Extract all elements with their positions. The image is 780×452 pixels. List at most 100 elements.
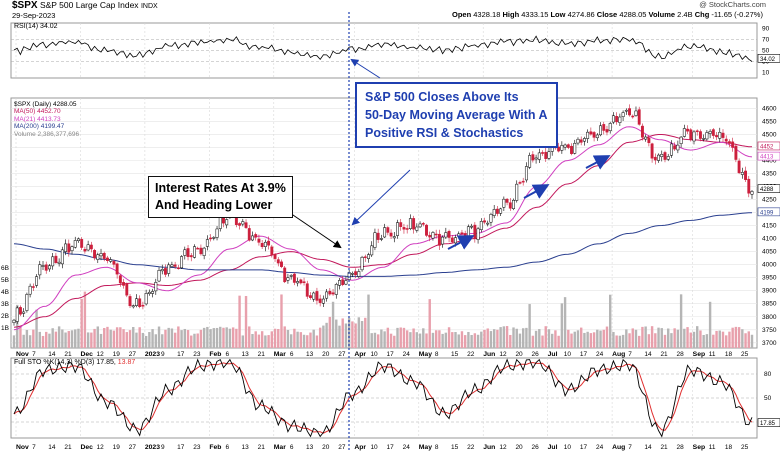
- volume-bar: [505, 326, 509, 348]
- volume-bar: [576, 330, 580, 348]
- candle-body: [180, 256, 184, 269]
- candle-body: [437, 233, 441, 246]
- volume-bar: [570, 333, 573, 348]
- candle-body: [96, 254, 100, 260]
- volume-bar: [486, 328, 489, 348]
- volume-bar: [612, 331, 615, 348]
- volume-bar: [80, 298, 83, 348]
- date-label: Nov: [16, 444, 29, 451]
- candle-body: [292, 273, 296, 283]
- volume-bar: [618, 335, 622, 348]
- date-label: Nov: [16, 351, 29, 358]
- chart-date: 29-Sep-2023: [12, 11, 56, 20]
- candle-body: [653, 156, 657, 161]
- interest-rates-line2: And Heading Lower: [155, 198, 273, 212]
- volume-bar: [318, 327, 322, 348]
- volume-bar: [699, 330, 702, 348]
- candle-body: [267, 240, 271, 246]
- candle-body: [624, 109, 628, 112]
- candle-body: [77, 238, 80, 242]
- volume-bar: [209, 329, 212, 348]
- volume-bar: [354, 323, 357, 348]
- volume-bar: [373, 332, 377, 348]
- candle-body: [650, 143, 654, 159]
- volume-tick-label: 2B: [1, 313, 9, 320]
- candle-body: [463, 233, 467, 239]
- date-label: 14: [48, 444, 56, 451]
- date-label: 24: [403, 444, 411, 451]
- volume-bar: [70, 330, 74, 348]
- price-tick-label: 4550: [762, 118, 777, 125]
- volume-bar: [409, 332, 412, 348]
- candle-body: [370, 245, 374, 256]
- date-label: 13: [306, 351, 314, 358]
- price-tick-label: 4000: [762, 262, 777, 269]
- volume-bar: [28, 335, 32, 348]
- volume-bar: [183, 328, 187, 348]
- volume-bar: [721, 331, 725, 348]
- date-label: 17: [177, 351, 185, 358]
- volume-bar: [657, 327, 660, 348]
- volume-bar: [708, 301, 712, 348]
- volume-bar: [151, 329, 154, 348]
- candle-body: [125, 283, 129, 296]
- date-label: 17: [387, 351, 395, 358]
- volume-bar: [563, 297, 567, 348]
- date-label: 12: [97, 444, 105, 451]
- candle-body: [128, 296, 132, 307]
- date-label: 17: [580, 444, 588, 451]
- candle-body: [566, 144, 570, 148]
- candle-body: [541, 152, 544, 154]
- volume-bar: [167, 327, 170, 348]
- date-label: 18: [725, 444, 733, 451]
- volume-bar: [425, 333, 428, 348]
- volume-bar: [277, 328, 280, 348]
- candle-body: [508, 202, 512, 209]
- date-label: Sep: [693, 444, 705, 451]
- volume-bar: [428, 299, 431, 348]
- sto-value-label: 17.85: [760, 421, 776, 427]
- value-tag-label: 4413: [760, 155, 774, 161]
- candle-body: [344, 280, 348, 285]
- candle-body: [425, 224, 428, 236]
- date-label: 23: [193, 351, 201, 358]
- date-label: Jun: [483, 351, 495, 358]
- candle-body: [505, 198, 509, 203]
- date-label: 27: [129, 444, 137, 451]
- volume-bar: [422, 328, 425, 348]
- interest-rates-callout: Interest Rates At 3.9% And Heading Lower: [148, 176, 293, 218]
- value-tag-label: 4199: [760, 210, 774, 216]
- date-label: Jul: [548, 351, 558, 358]
- volume-bar: [728, 331, 731, 348]
- candle-body: [318, 298, 322, 303]
- candle-body: [470, 225, 474, 228]
- candle-body: [731, 141, 735, 148]
- volume-bar: [718, 330, 721, 348]
- candle-body: [154, 282, 158, 292]
- volume-bar: [286, 329, 290, 348]
- candle-body: [51, 256, 55, 267]
- volume-bar: [106, 326, 109, 348]
- candle-body: [254, 234, 258, 238]
- candle-body: [747, 178, 751, 194]
- candle-body: [447, 230, 451, 238]
- candle-body: [212, 237, 216, 239]
- arrow-interest-rates: [289, 212, 342, 249]
- volume-bar: [560, 303, 564, 348]
- volume-bar: [67, 331, 70, 348]
- volume-bar: [509, 334, 512, 348]
- volume-bar: [467, 331, 470, 348]
- rsi-tick-label: 70: [762, 37, 770, 44]
- legend-volume: Volume 2,386,377,696: [14, 130, 80, 138]
- candle-body: [251, 235, 254, 241]
- volume-bar: [412, 328, 415, 348]
- volume-bar: [460, 331, 464, 348]
- volume-bar: [654, 333, 657, 348]
- volume-bar: [615, 335, 618, 348]
- date-label: 17: [580, 351, 588, 358]
- volume-bar: [457, 334, 460, 348]
- volume-bar: [663, 334, 667, 348]
- volume-bar: [206, 326, 209, 348]
- date-label: 28: [677, 444, 685, 451]
- volume-bar: [547, 329, 551, 348]
